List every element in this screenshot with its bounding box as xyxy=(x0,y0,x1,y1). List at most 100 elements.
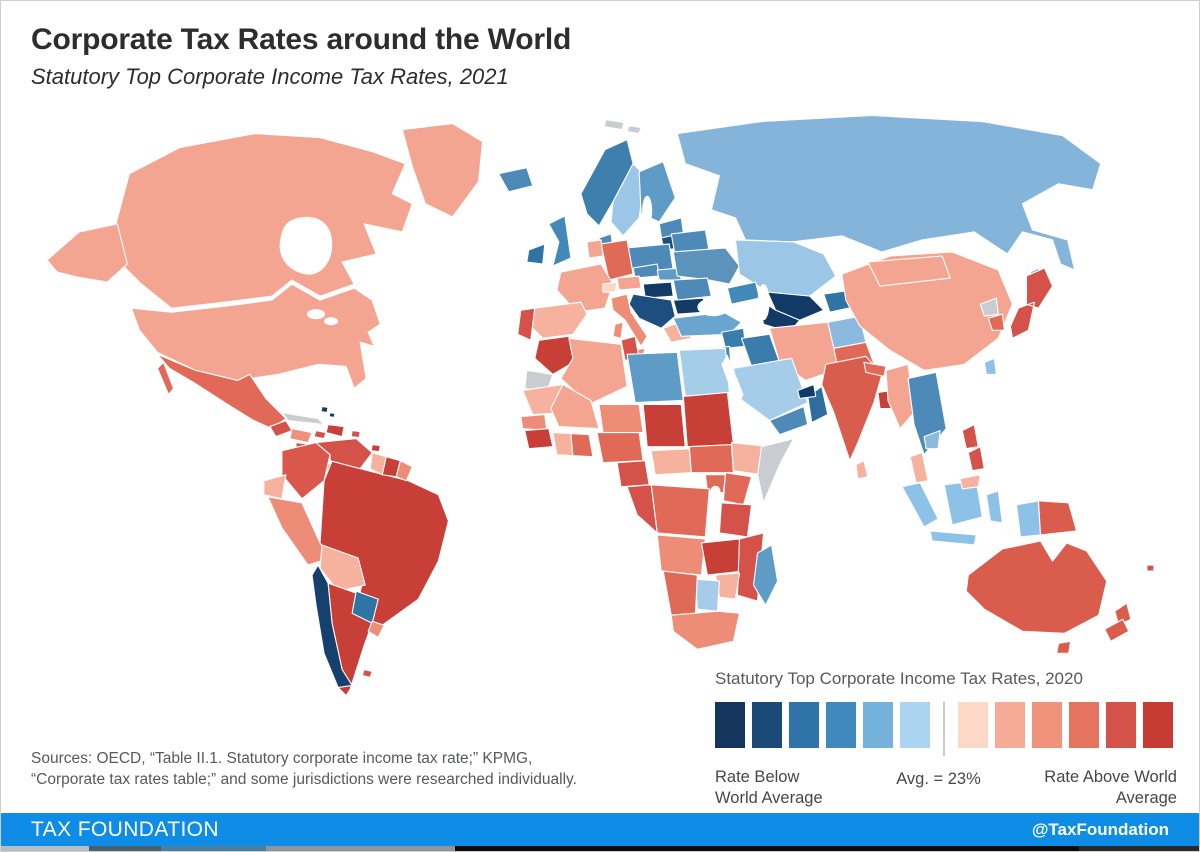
region-java xyxy=(929,530,977,546)
region-new-zealand-north xyxy=(1114,602,1132,626)
region-chile xyxy=(311,564,353,689)
legend-swatch-row xyxy=(715,702,1177,756)
world-choropleth-map xyxy=(19,111,1183,699)
legend-swatch xyxy=(1106,702,1136,748)
region-south-sudan xyxy=(688,444,735,474)
region-uk xyxy=(548,215,572,267)
region-caucasus xyxy=(726,281,761,305)
region-tasmania xyxy=(1056,640,1072,654)
region-jamaica xyxy=(313,430,327,440)
region-nigeria xyxy=(596,432,644,464)
region-sumatra xyxy=(901,482,939,528)
strip-segment xyxy=(265,846,456,851)
region-sudan xyxy=(682,391,735,448)
legend-swatch xyxy=(752,702,782,748)
region-ireland xyxy=(526,243,546,265)
region-sri-lanka xyxy=(855,460,869,480)
region-papua-new-guinea xyxy=(1037,500,1078,536)
region-japan xyxy=(1009,267,1054,339)
legend-swatch xyxy=(715,702,745,748)
region-myanmar xyxy=(885,363,915,430)
region-kenya xyxy=(722,472,753,506)
footer-bar: TAX FOUNDATION @TaxFoundation xyxy=(1,813,1199,846)
region-switzerland xyxy=(602,281,618,293)
region-romania xyxy=(672,277,712,301)
bottom-strip xyxy=(1,846,1199,851)
region-north-borneo-malaysia xyxy=(959,474,981,490)
region-west-papua xyxy=(1015,500,1042,538)
region-benelux xyxy=(586,239,604,259)
region-bahamas xyxy=(320,405,336,419)
region-namibia xyxy=(662,570,698,618)
legend-label-average: Avg. = 23% xyxy=(896,770,981,788)
region-italy xyxy=(610,293,648,347)
region-uganda xyxy=(704,474,726,494)
legend-swatch xyxy=(958,702,988,748)
region-alaska xyxy=(46,223,128,283)
region-spain xyxy=(526,301,588,339)
region-taiwan xyxy=(983,357,997,375)
region-cuba xyxy=(281,411,325,426)
region-greenland xyxy=(401,122,484,218)
lake-victoria xyxy=(710,485,721,496)
region-south-africa xyxy=(670,610,741,650)
region-south-korea xyxy=(987,313,1005,331)
region-cameroon xyxy=(616,460,650,488)
region-yemen xyxy=(769,405,809,436)
region-portugal xyxy=(517,307,536,341)
region-puerto-rico xyxy=(350,430,361,439)
region-new-zealand-south xyxy=(1104,618,1130,642)
region-mongolia xyxy=(867,255,951,287)
region-honduras xyxy=(289,428,313,444)
legend-label-above-average: Rate Above World Average xyxy=(1044,768,1177,807)
region-iceland xyxy=(498,167,534,193)
legend-label-below-average: Rate Below World Average xyxy=(715,768,823,807)
region-philippines-south xyxy=(967,446,985,472)
strip-segment xyxy=(160,846,266,851)
region-mali xyxy=(550,383,600,430)
sea-red xyxy=(721,354,744,409)
brand-wordmark: TAX FOUNDATION xyxy=(31,817,219,841)
legend-swatch xyxy=(1032,702,1062,748)
region-colombia xyxy=(281,442,331,500)
region-venezuela xyxy=(315,438,373,470)
strip-segment xyxy=(88,846,161,851)
sea-hudson-bay xyxy=(279,216,333,275)
region-madagascar xyxy=(752,544,779,606)
region-libya xyxy=(626,351,684,404)
region-ghana xyxy=(570,433,594,458)
legend-swatch xyxy=(863,702,893,748)
region-falkland-islands xyxy=(361,668,373,678)
page-subtitle: Statutory Top Corporate Income Tax Rates… xyxy=(31,64,509,89)
sea-great-lakes xyxy=(306,309,326,320)
map-legend: Statutory Top Corporate Income Tax Rates… xyxy=(715,669,1177,809)
region-senegal xyxy=(520,413,548,432)
region-kazakhstan xyxy=(734,239,837,297)
legend-swatch xyxy=(1143,702,1173,748)
legend-labels: Rate Below World Average Avg. = 23% Rate… xyxy=(715,767,1177,809)
region-uae xyxy=(797,383,817,400)
region-ukraine xyxy=(672,247,741,285)
legend-swatch xyxy=(789,702,819,748)
region-niger xyxy=(598,403,644,434)
legend-swatch xyxy=(826,702,856,748)
region-somalia xyxy=(756,438,795,504)
region-guinea xyxy=(524,428,554,450)
region-svalbard xyxy=(603,118,642,135)
region-hungary xyxy=(642,281,674,299)
region-chad xyxy=(642,403,686,448)
legend-title: Statutory Top Corporate Income Tax Rates… xyxy=(715,669,1083,688)
region-north-korea xyxy=(979,297,999,317)
region-central-african-republic xyxy=(650,448,692,476)
legend-swatch xyxy=(900,702,930,748)
region-morocco xyxy=(534,335,578,375)
region-russia xyxy=(676,114,1102,271)
region-congo-gabon xyxy=(626,484,658,534)
legend-swatches-above xyxy=(958,702,1173,748)
region-germany xyxy=(600,239,634,281)
twitter-handle[interactable]: @TaxFoundation xyxy=(1031,819,1169,839)
region-ivory-coast xyxy=(552,432,574,457)
region-trinidad xyxy=(370,444,381,453)
region-france xyxy=(556,263,614,313)
